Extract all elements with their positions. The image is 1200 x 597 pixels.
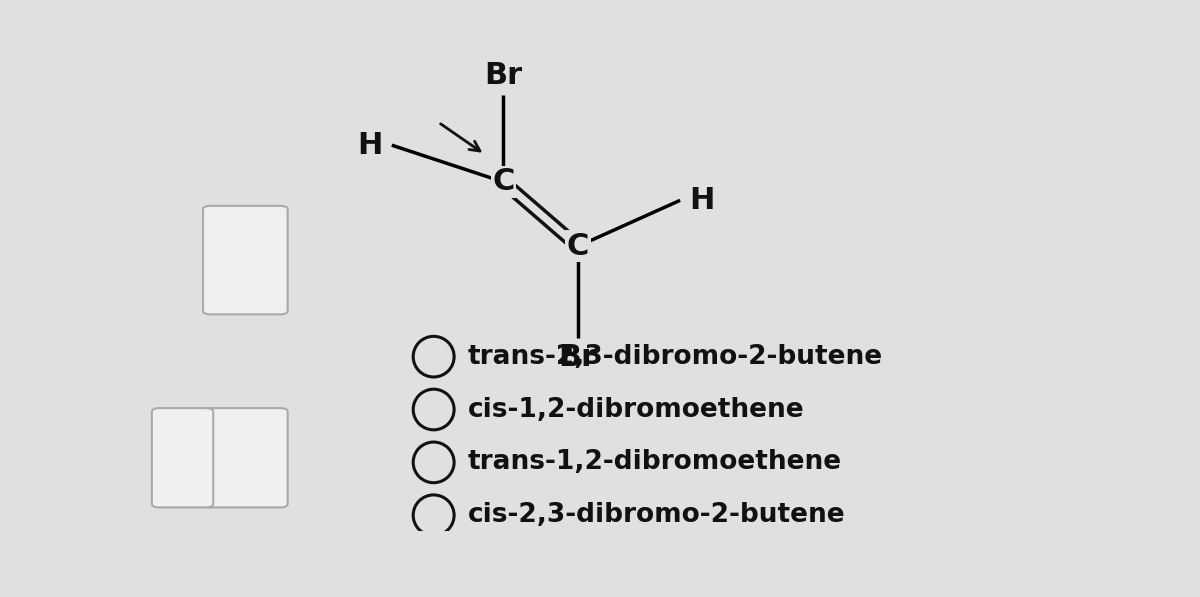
Text: Br: Br bbox=[559, 343, 596, 372]
Text: ——: —— bbox=[230, 473, 260, 488]
Text: cis-2,3-dibromo-2-butene: cis-2,3-dibromo-2-butene bbox=[468, 502, 846, 528]
Text: ——: —— bbox=[167, 473, 198, 488]
Text: Br: Br bbox=[485, 61, 522, 90]
Text: H: H bbox=[689, 186, 715, 215]
Text: 1: 1 bbox=[175, 434, 191, 454]
Text: ——: —— bbox=[230, 278, 260, 293]
Text: C: C bbox=[566, 232, 589, 261]
Text: trans-2,3-dibromo-2-butene: trans-2,3-dibromo-2-butene bbox=[468, 344, 883, 370]
Text: cis-1,2-dibromoethene: cis-1,2-dibromoethene bbox=[468, 396, 805, 423]
Text: C: C bbox=[492, 168, 515, 196]
Text: 12: 12 bbox=[230, 434, 260, 454]
Text: H: H bbox=[358, 131, 383, 159]
FancyBboxPatch shape bbox=[203, 206, 288, 315]
FancyBboxPatch shape bbox=[203, 408, 288, 507]
Text: trans-1,2-dibromoethene: trans-1,2-dibromoethene bbox=[468, 450, 842, 475]
Text: 8: 8 bbox=[238, 235, 253, 255]
FancyBboxPatch shape bbox=[152, 408, 214, 507]
